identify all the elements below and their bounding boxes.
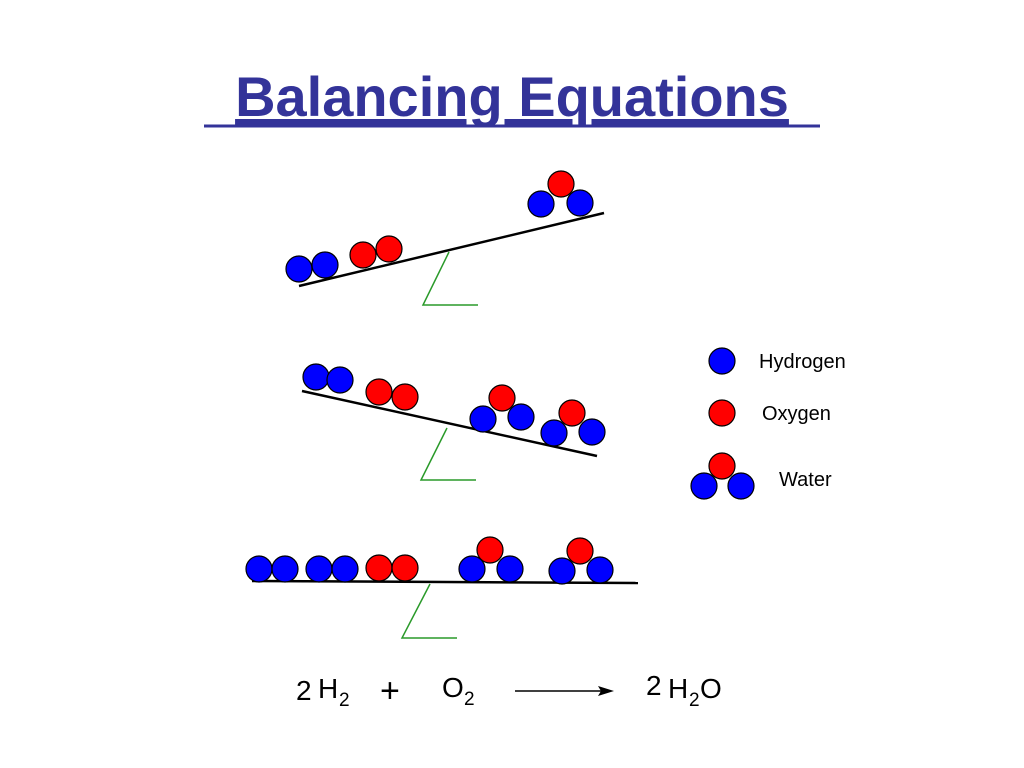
legend-water-swatch (727, 472, 755, 500)
beam (301, 389, 598, 458)
hydrogen-atom (527, 190, 555, 218)
fulcrum (400, 583, 457, 639)
element: H (668, 673, 688, 704)
hydrogen-atom (496, 555, 524, 583)
oxygen-atom (558, 399, 586, 427)
hydrogen-atom (586, 556, 614, 584)
subscript: 2 (464, 689, 475, 710)
oxygen-atom (391, 383, 419, 411)
legend: Hydrogen Oxygen Water (690, 347, 846, 500)
coefficient: 2 (296, 675, 312, 706)
subscript: 2 (339, 690, 350, 711)
oxygen-atom (547, 170, 575, 198)
oxygen-atom (365, 378, 393, 406)
title: Balancing Equations (235, 65, 789, 128)
subscript: 2 (689, 690, 700, 711)
fulcrum (419, 427, 476, 481)
element: O (442, 672, 464, 703)
legend-label: Hydrogen (759, 351, 846, 373)
hydrogen-atom (578, 418, 606, 446)
hydrogen-atom (245, 555, 273, 583)
coefficient: 2 (646, 670, 662, 701)
hydrogen-atom (271, 555, 299, 583)
hydrogen-atom (331, 555, 359, 583)
plus: + (380, 672, 400, 710)
oxygen-atom (349, 241, 377, 269)
hydrogen-atom (326, 366, 354, 394)
hydrogen-atom (566, 189, 594, 217)
hydrogen-atom (302, 363, 330, 391)
hydrogen-atom (548, 557, 576, 585)
element: H (318, 673, 338, 704)
legend-hydrogen-swatch (708, 347, 736, 375)
oxygen-atom (365, 554, 393, 582)
seesaw-1 (285, 170, 605, 306)
hydrogen-atom (311, 251, 339, 279)
legend-oxygen-swatch (708, 399, 736, 427)
hydrogen-atom (458, 555, 486, 583)
legend-water-swatch (690, 472, 718, 500)
element: O (700, 673, 722, 704)
legend-water-swatch (708, 452, 736, 480)
seesaw-2 (301, 363, 606, 481)
equation: 2 H 2 + O 2 2 H 2 O (296, 670, 722, 711)
oxygen-atom (476, 536, 504, 564)
oxygen-atom (566, 537, 594, 565)
arrow-head (598, 686, 614, 696)
legend-label: Oxygen (762, 403, 831, 425)
beam (298, 211, 605, 288)
beam (251, 579, 639, 585)
hydrogen-atom (285, 255, 313, 283)
seesaw-3 (245, 536, 639, 639)
fulcrum (421, 251, 478, 306)
hydrogen-atom (469, 405, 497, 433)
hydrogen-atom (540, 419, 568, 447)
hydrogen-atom (507, 403, 535, 431)
oxygen-atom (488, 384, 516, 412)
oxygen-atom (391, 554, 419, 582)
hydrogen-atom (305, 555, 333, 583)
oxygen-atom (375, 235, 403, 263)
legend-label: Water (779, 469, 832, 491)
